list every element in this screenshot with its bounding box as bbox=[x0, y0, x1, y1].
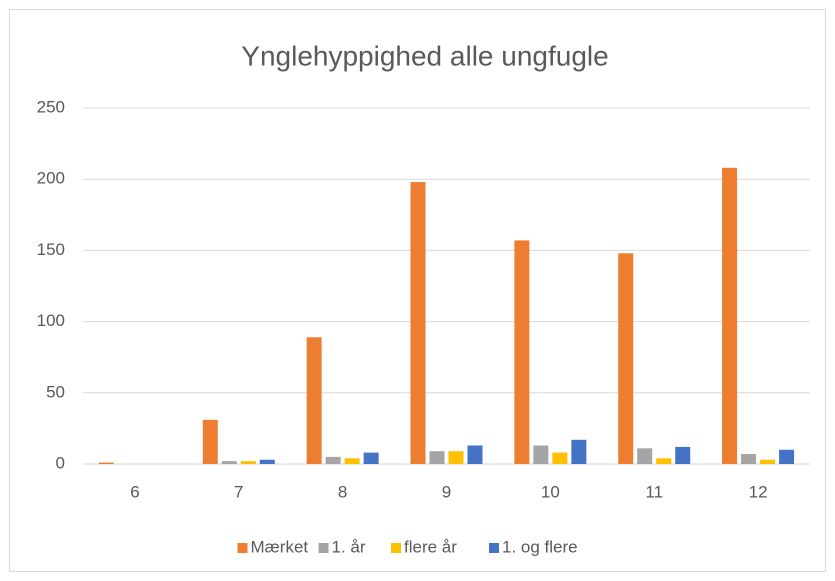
bar bbox=[514, 240, 530, 464]
bar bbox=[221, 461, 237, 464]
legend-label: Mærket bbox=[251, 537, 309, 556]
bar bbox=[306, 337, 322, 464]
bar bbox=[325, 456, 341, 464]
x-tick-label: 12 bbox=[749, 482, 768, 501]
legend-swatch bbox=[391, 543, 401, 553]
y-tick-label: 50 bbox=[46, 382, 65, 401]
bar bbox=[98, 462, 114, 464]
bar bbox=[363, 452, 379, 464]
legend-label: 1. og flere bbox=[502, 537, 578, 556]
bar bbox=[760, 459, 776, 464]
y-tick-label: 250 bbox=[37, 97, 65, 116]
x-tick-label: 10 bbox=[541, 482, 560, 501]
chart-title: Ynglehyppighed alle ungfugle bbox=[241, 40, 608, 71]
bar bbox=[571, 439, 587, 464]
x-tick-label: 11 bbox=[645, 482, 663, 501]
bar bbox=[533, 445, 549, 464]
legend-swatch bbox=[489, 543, 499, 553]
y-tick-label: 0 bbox=[56, 453, 65, 472]
bar bbox=[722, 167, 738, 465]
legend-label: 1. år bbox=[332, 537, 366, 556]
bar bbox=[410, 182, 426, 464]
bar bbox=[741, 454, 757, 464]
bar bbox=[675, 446, 691, 464]
y-tick-label: 100 bbox=[37, 311, 65, 330]
legend-label: flere år bbox=[404, 537, 457, 556]
bar bbox=[552, 452, 568, 464]
bar bbox=[637, 448, 653, 464]
bar bbox=[656, 458, 672, 464]
y-tick-label: 200 bbox=[37, 169, 65, 188]
x-tick-label: 8 bbox=[338, 482, 347, 501]
bar bbox=[448, 451, 464, 464]
bar bbox=[259, 459, 275, 464]
bar bbox=[618, 253, 634, 464]
bar bbox=[202, 419, 218, 464]
legend-swatch bbox=[237, 543, 248, 553]
bar bbox=[467, 445, 483, 464]
x-tick-label: 9 bbox=[442, 482, 451, 501]
bar bbox=[779, 449, 795, 464]
x-tick-label: 6 bbox=[130, 482, 139, 501]
bar bbox=[344, 458, 360, 464]
legend-swatch bbox=[318, 543, 329, 553]
bar bbox=[240, 461, 256, 464]
y-tick-label: 150 bbox=[37, 240, 65, 259]
bar bbox=[429, 451, 445, 464]
x-tick-label: 7 bbox=[234, 482, 243, 501]
